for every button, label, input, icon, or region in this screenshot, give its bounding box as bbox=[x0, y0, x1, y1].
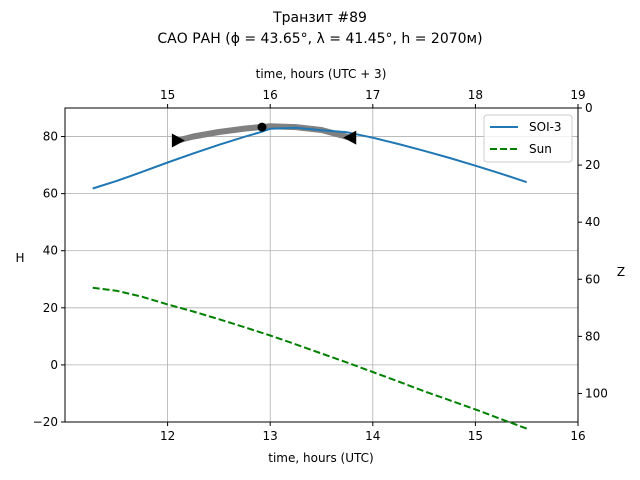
top-tick-label: 18 bbox=[468, 88, 483, 102]
x-tick-label: 15 bbox=[468, 429, 483, 443]
y-axis-right: 0 20 40 60 80 100 bbox=[578, 101, 608, 400]
x-axis-top: 15 16 17 18 19 bbox=[160, 88, 586, 108]
legend-label-soi3: SOI-3 bbox=[529, 120, 562, 134]
x-axis-bottom-label: time, hours (UTC) bbox=[268, 451, 373, 465]
markers-layer bbox=[171, 122, 357, 148]
series-line-soi3 bbox=[92, 126, 528, 190]
right-tick-label: 80 bbox=[585, 329, 600, 343]
y-tick-label: −20 bbox=[33, 415, 58, 429]
culmination-point bbox=[257, 122, 267, 132]
top-tick-label: 15 bbox=[160, 88, 175, 102]
series-line-sun bbox=[92, 286, 528, 430]
y-axis-right-label: Z bbox=[617, 265, 625, 279]
transit-end-marker bbox=[343, 130, 357, 145]
y-tick-label: 0 bbox=[50, 358, 58, 372]
legend-label-sun: Sun bbox=[529, 142, 552, 156]
y-tick-label: 80 bbox=[43, 130, 58, 144]
right-tick-label: 20 bbox=[585, 158, 600, 172]
chart-title-line2: САО РАН (ϕ = 43.65°, λ = 41.45°, h = 207… bbox=[157, 31, 482, 47]
x-axis-top-label: time, hours (UTC + 3) bbox=[256, 67, 387, 81]
x-tick-label: 14 bbox=[365, 429, 380, 443]
y-axis-left-label: H bbox=[15, 251, 24, 265]
x-tick-label: 13 bbox=[263, 429, 278, 443]
x-tick-label: 16 bbox=[570, 429, 585, 443]
transit-start-marker bbox=[171, 133, 185, 148]
right-tick-label: 0 bbox=[585, 101, 593, 115]
y-tick-label: 40 bbox=[43, 244, 58, 258]
y-tick-label: 20 bbox=[43, 301, 58, 315]
plot-frame bbox=[64, 107, 579, 423]
y-axis-left: −20 0 20 40 60 80 bbox=[33, 130, 65, 429]
chart-title-line1: Транзит #89 bbox=[272, 10, 367, 26]
top-tick-label: 16 bbox=[263, 88, 278, 102]
legend: SOI-3 Sun bbox=[483, 114, 573, 163]
series-layer bbox=[92, 123, 528, 430]
x-tick-label: 12 bbox=[160, 429, 175, 443]
right-tick-label: 40 bbox=[585, 215, 600, 229]
top-tick-label: 19 bbox=[570, 88, 585, 102]
top-tick-label: 17 bbox=[365, 88, 380, 102]
x-axis-bottom: 12 13 14 15 16 bbox=[160, 422, 586, 443]
right-tick-label: 100 bbox=[585, 386, 608, 400]
y-tick-label: 60 bbox=[43, 187, 58, 201]
right-tick-label: 60 bbox=[585, 272, 600, 286]
